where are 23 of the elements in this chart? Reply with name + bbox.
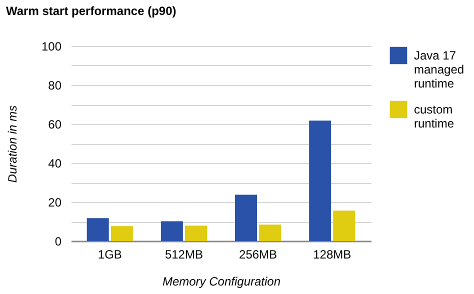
legend-label: Java 17 managed runtime bbox=[414, 48, 464, 90]
bar bbox=[333, 210, 356, 241]
y-tick-label: 80 bbox=[48, 78, 62, 92]
bar bbox=[309, 120, 332, 241]
y-axis-title: Duration in ms bbox=[5, 105, 20, 183]
y-tick-label: 40 bbox=[48, 156, 62, 170]
bar bbox=[160, 221, 183, 241]
x-tick-label: 1GB bbox=[98, 248, 122, 262]
legend-label: custom runtime bbox=[414, 102, 454, 130]
bar bbox=[185, 226, 207, 241]
bar bbox=[86, 218, 109, 241]
x-tick-label: 128MB bbox=[313, 248, 352, 262]
bar bbox=[259, 224, 282, 241]
y-tick-label: 0 bbox=[54, 234, 62, 248]
x-tick-label: 512MB bbox=[164, 248, 203, 262]
x-axis-title: Memory Configuration bbox=[162, 274, 281, 288]
y-tick-label: 100 bbox=[41, 40, 62, 54]
y-tick-label: 20 bbox=[48, 196, 62, 210]
bar bbox=[235, 194, 257, 241]
chart-title: Warm start performance (p90) bbox=[6, 4, 176, 18]
y-tick-label: 60 bbox=[48, 118, 62, 132]
bar bbox=[110, 226, 133, 241]
x-tick-label: 256MB bbox=[239, 248, 278, 262]
